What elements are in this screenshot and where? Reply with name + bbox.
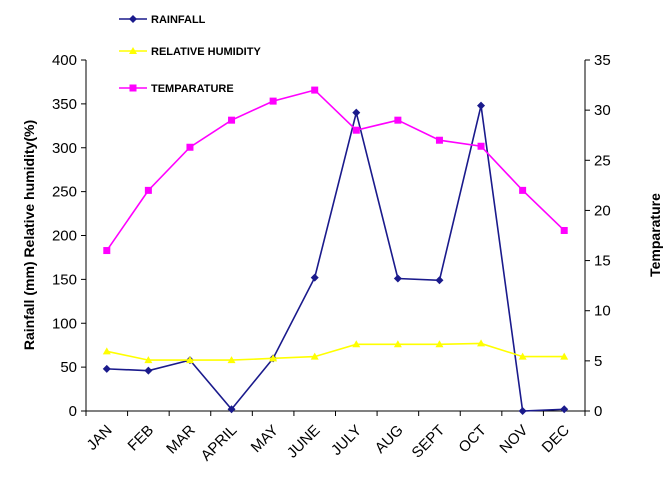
x-tick-label: JAN (84, 422, 116, 454)
series-layer (102, 86, 569, 415)
data-point (393, 340, 402, 348)
right-tick-label: 5 (594, 353, 602, 370)
data-point (435, 136, 443, 144)
right-tick-label: 25 (594, 152, 611, 169)
data-point (477, 339, 486, 347)
data-point (352, 108, 361, 117)
y-axis-title-right: Temparature (647, 193, 663, 277)
series-temparature (103, 86, 568, 255)
y-axis-title-left: Rainfall (mm) Relative humidity(%) (21, 120, 37, 350)
right-tick-label: 20 (594, 202, 611, 219)
series-line (106, 89, 565, 251)
data-point (311, 86, 319, 94)
data-point (477, 101, 486, 110)
x-tick-label: MAR (163, 422, 199, 458)
left-axis-ticks: 0 50 100 150 200 250 300 350 400 (52, 52, 86, 420)
x-tick-label: DEC (539, 422, 574, 457)
data-point (352, 126, 360, 134)
data-point (352, 340, 361, 348)
left-tick-label: 350 (52, 96, 77, 113)
data-point (185, 356, 194, 364)
data-point (518, 407, 527, 415)
axes (85, 60, 586, 412)
series-line (106, 342, 565, 361)
data-point (102, 364, 111, 373)
data-point (227, 405, 236, 414)
data-point (518, 352, 527, 360)
data-point (560, 226, 568, 234)
left-tick-label: 50 (60, 359, 77, 376)
series-line (106, 105, 565, 412)
data-point (560, 352, 569, 360)
x-tick-label: NOV (496, 422, 531, 457)
data-point (394, 116, 402, 124)
data-point (477, 142, 485, 150)
left-tick-label: 150 (52, 271, 77, 288)
x-tick-label: JUNE (284, 422, 324, 462)
series-rainfall (102, 101, 569, 415)
right-tick-label: 35 (594, 52, 611, 69)
data-point (269, 354, 278, 362)
x-tick-label: MAY (248, 422, 282, 456)
data-point (103, 247, 111, 255)
legend-entry: RAINFALL (119, 14, 206, 26)
x-tick-label: APRIL (198, 422, 241, 465)
right-axis-ticks: 0 5 10 15 20 25 30 35 (585, 52, 611, 420)
legend-entry: RELATIVE HUMIDITY (119, 46, 261, 58)
left-tick-label: 250 (52, 184, 77, 201)
data-point (310, 273, 319, 282)
left-tick-label: 100 (52, 315, 77, 332)
data-point (227, 356, 236, 364)
data-point (560, 405, 569, 414)
data-point (144, 366, 153, 375)
legend-label: RELATIVE HUMIDITY (151, 46, 261, 58)
data-point (435, 340, 444, 348)
right-tick-label: 10 (594, 303, 611, 320)
data-point (435, 276, 444, 285)
legend-marker (129, 15, 137, 23)
data-point (310, 352, 319, 360)
data-point (393, 274, 402, 283)
x-tick-label: AUG (372, 422, 407, 457)
right-tick-label: 30 (594, 102, 611, 119)
x-tick-label: FEB (125, 422, 158, 455)
data-point (186, 143, 194, 151)
left-tick-label: 200 (52, 228, 77, 245)
data-point (228, 116, 236, 124)
right-tick-label: 0 (594, 403, 602, 420)
right-tick-label: 15 (594, 253, 611, 270)
series-relative-humidity (102, 339, 569, 364)
legend-label: TEMPARATURE (151, 83, 234, 95)
data-point (519, 186, 527, 194)
legend-label: RAINFALL (151, 14, 206, 26)
legend-entry: TEMPARATURE (119, 83, 234, 95)
legend-marker (129, 47, 137, 54)
legend: RAINFALL RELATIVE HUMIDITY TEMPARATURE (119, 14, 261, 95)
left-tick-label: 400 (52, 52, 77, 69)
legend-marker (129, 84, 137, 92)
data-point (144, 356, 153, 364)
data-point (269, 97, 277, 105)
x-tick-label: JULY (328, 422, 365, 459)
data-point (144, 186, 152, 194)
x-tick-label: SEPT (409, 422, 449, 462)
data-point (102, 347, 111, 355)
x-tick-label: OCT (455, 422, 489, 456)
left-tick-label: 300 (52, 140, 77, 157)
left-tick-label: 0 (69, 403, 77, 420)
